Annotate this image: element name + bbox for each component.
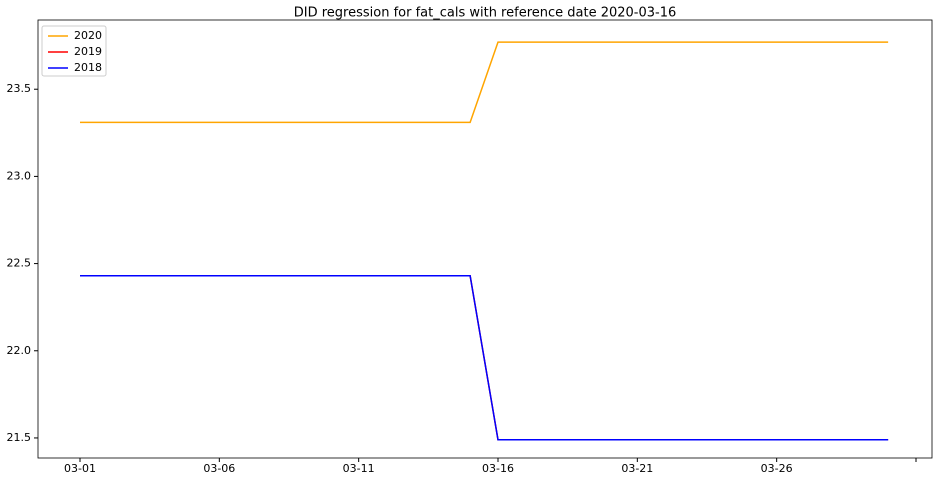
legend-label: 2018 xyxy=(74,61,102,74)
legend-box xyxy=(41,25,107,77)
y-tick-label: 23.0 xyxy=(7,169,32,182)
x-tick-label: 03-26 xyxy=(761,462,793,475)
legend-label: 2020 xyxy=(74,29,102,42)
x-tick-label: 03-21 xyxy=(621,462,653,475)
y-tick-label: 22.5 xyxy=(7,257,32,270)
line xyxy=(80,41,889,124)
chart-title: DID regression for fat_cals with referen… xyxy=(294,6,677,21)
x-tick-label: 03-01 xyxy=(64,462,96,475)
x-tick-label: 03-06 xyxy=(203,462,235,475)
y-tick-label: 22.0 xyxy=(7,344,32,357)
x-tick-label: 03-16 xyxy=(482,462,514,475)
legend-label: 2019 xyxy=(74,45,102,58)
y-tick-label: 21.5 xyxy=(7,431,32,444)
plot-frame xyxy=(37,19,933,459)
y-tick-label: 23.5 xyxy=(7,82,32,95)
x-tick-label: 03-11 xyxy=(343,462,375,475)
line xyxy=(80,275,889,441)
